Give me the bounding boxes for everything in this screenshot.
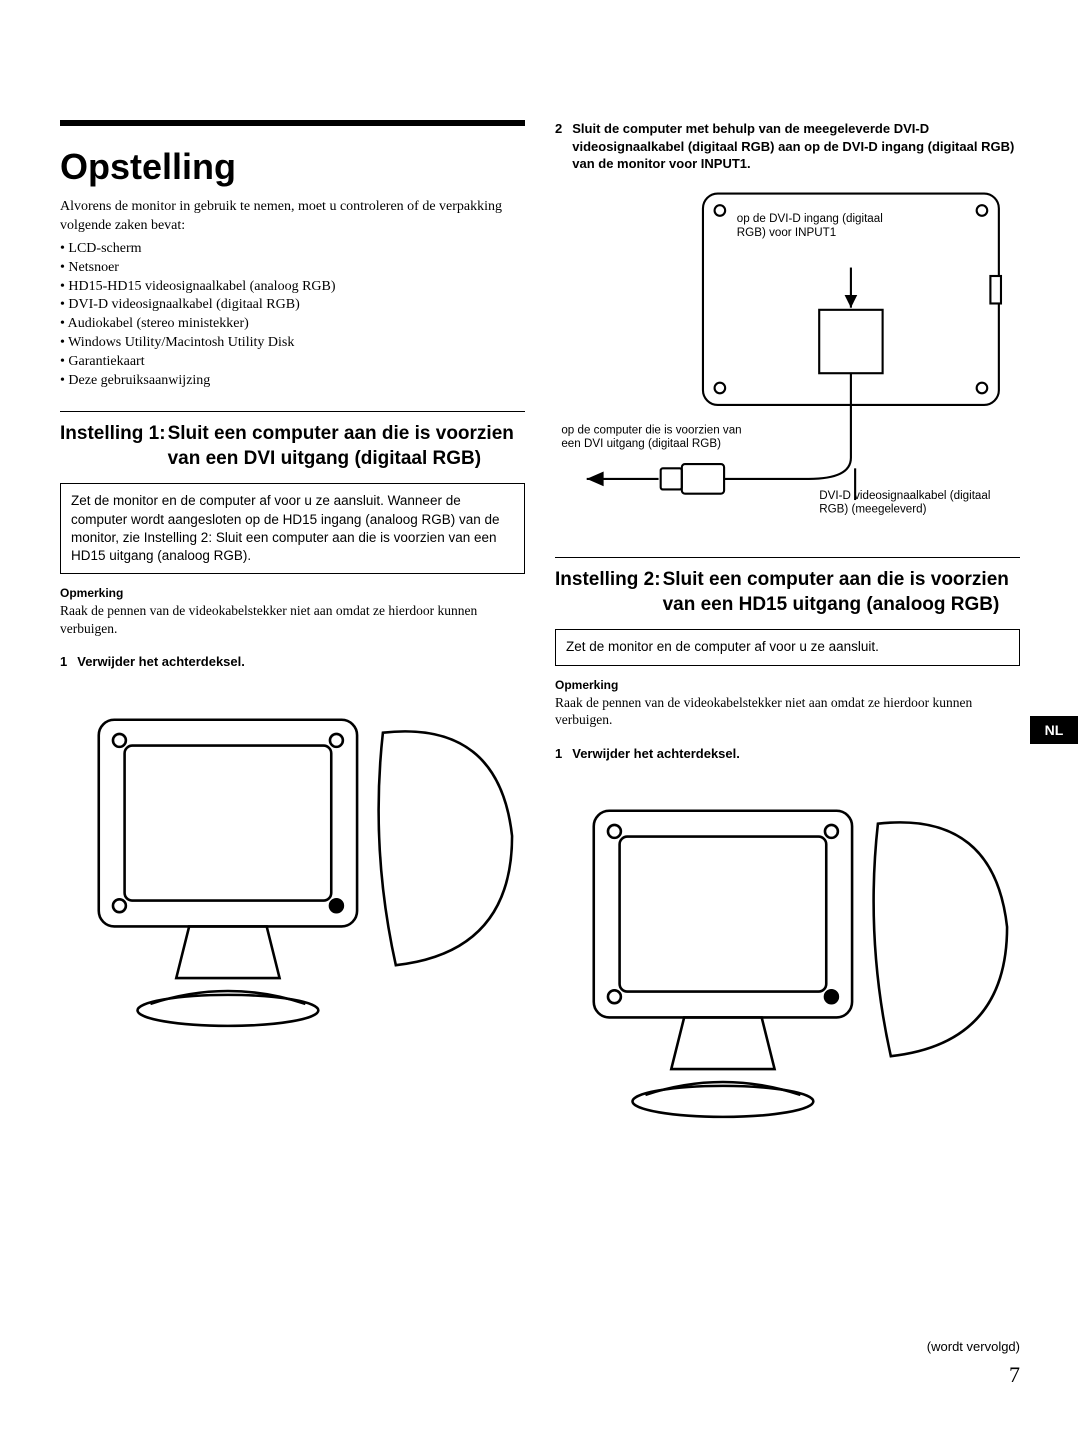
section1-note-text: Raak de pennen van de videokabelstekker … [60, 602, 525, 637]
list-item: DVI-D videosignaalkabel (digitaal RGB) [60, 296, 525, 315]
figure-dvi-connection: op de DVI-D ingang (digitaal RGB) voor I… [555, 183, 1020, 542]
section2-note-title: Opmerking [555, 678, 1020, 692]
package-list: LCD-scherm Netsnoer HD15-HD15 videosigna… [60, 240, 525, 391]
list-item: Deze gebruiksaanwijzing [60, 372, 525, 391]
list-item: HD15-HD15 videosignaalkabel (analoog RGB… [60, 278, 525, 297]
list-item: LCD-scherm [60, 240, 525, 259]
list-item: Netsnoer [60, 259, 525, 278]
section2-framed-note: Zet de monitor en de computer af voor u … [555, 629, 1020, 665]
page-number: 7 [555, 1362, 1020, 1388]
diagram-label-right: DVI-D videosignaalkabel (digitaal RGB) (… [819, 489, 999, 517]
section2-heading: Instelling 2: Sluit een computer aan die… [555, 568, 1020, 617]
section2-label: Instelling 2: [555, 568, 661, 617]
step-text: Verwijder het achterdeksel. [77, 653, 245, 671]
list-item: Audiokabel (stereo ministekker) [60, 315, 525, 334]
section-rule [555, 557, 1020, 558]
section2-heading-text: Sluit een computer aan die is voorzien v… [661, 568, 1020, 617]
diagram-label-left: op de computer die is voorzien van een D… [561, 424, 751, 452]
section2-note-text: Raak de pennen van de videokabelstekker … [555, 694, 1020, 729]
step-text: Sluit de computer met behulp van de meeg… [572, 120, 1020, 173]
step-number: 2 [555, 120, 562, 173]
section1-step1: 1 Verwijder het achterdeksel. [60, 653, 525, 671]
section1-heading: Instelling 1: Sluit een computer aan die… [60, 422, 525, 471]
diagram-label-top: op de DVI-D ingang (digitaal RGB) voor I… [737, 212, 896, 240]
continued-label: (wordt vervolgd) [555, 1339, 1020, 1354]
left-column: Opstelling Alvorens de monitor in gebrui… [60, 120, 525, 1388]
list-item: Windows Utility/Macintosh Utility Disk [60, 334, 525, 353]
language-tab: NL [1030, 716, 1078, 744]
section1-heading-text: Sluit een computer aan die is voorzien v… [166, 422, 525, 471]
section2-step1: 1 Verwijder het achterdeksel. [555, 745, 1020, 763]
step-text: Verwijder het achterdeksel. [572, 745, 740, 763]
section1-step2: 2 Sluit de computer met behulp van de me… [555, 120, 1020, 173]
step-number: 1 [555, 745, 562, 763]
section1-framed-note: Zet de monitor en de computer af voor u … [60, 483, 525, 574]
section1-note-title: Opmerking [60, 586, 525, 600]
section-rule [60, 411, 525, 412]
step-number: 1 [60, 653, 67, 671]
figure-remove-cover-2 [555, 772, 1020, 1134]
title-rule [60, 120, 525, 132]
section1-label: Instelling 1: [60, 422, 166, 471]
page-title: Opstelling [60, 146, 525, 188]
figure-remove-cover-1 [60, 681, 525, 1043]
right-column: 2 Sluit de computer met behulp van de me… [555, 120, 1020, 1388]
list-item: Garantiekaart [60, 353, 525, 372]
intro-text: Alvorens de monitor in gebruik te nemen,… [60, 198, 525, 236]
